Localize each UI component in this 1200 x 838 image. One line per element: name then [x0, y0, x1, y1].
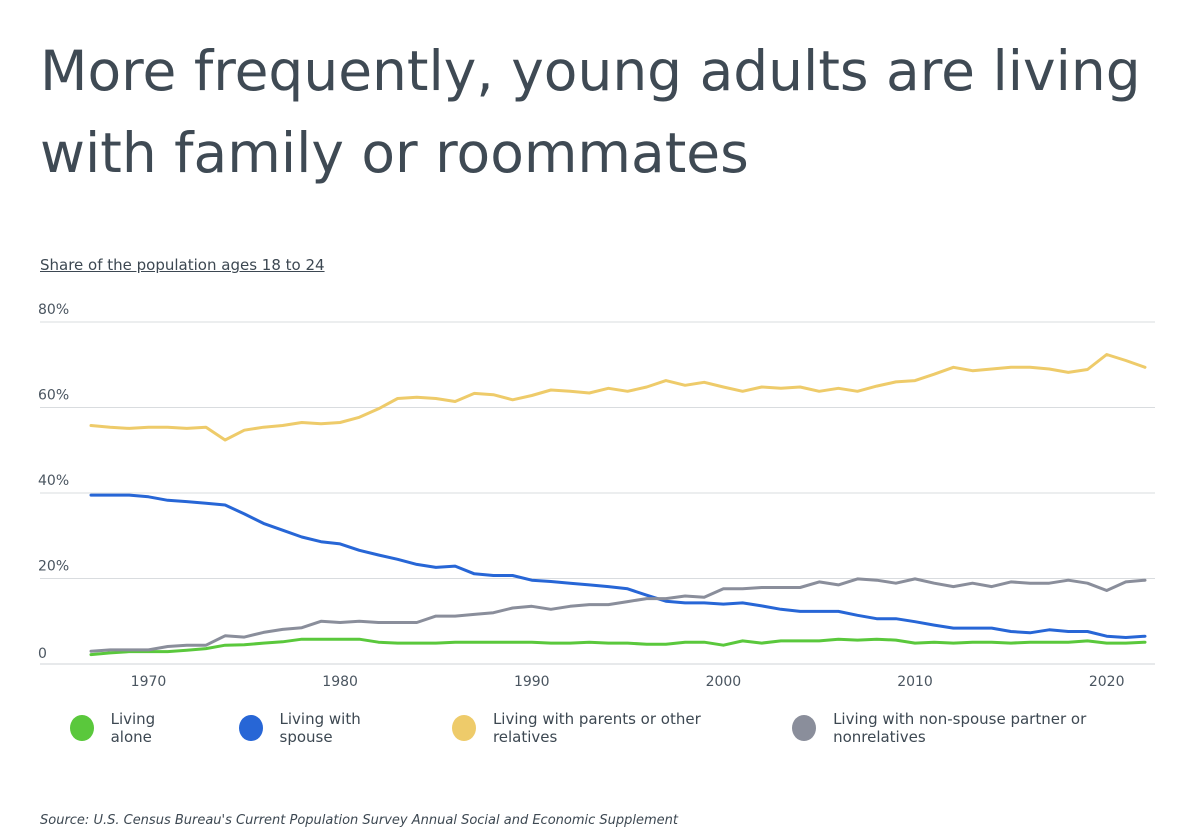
legend-item-living-with-spouse[interactable]: Living with spouse	[238, 710, 406, 746]
y-tick-label: 0	[38, 646, 47, 662]
x-tick-label: 1990	[514, 674, 550, 690]
y-tick-label: 60%	[38, 388, 69, 404]
grid-lines	[40, 321, 1155, 665]
series-line-living-with-spouse[interactable]	[89, 493, 1147, 639]
legend-swatch-living-alone	[70, 715, 94, 741]
x-tick-label: 2020	[1089, 674, 1125, 690]
x-axis-ticks: 1970 1980 1990 2000 2010 2020	[131, 674, 1125, 690]
series-line-living-alone[interactable]	[89, 637, 1147, 657]
y-axis-ticks: 0 20% 40% 60% 80%	[38, 302, 69, 662]
legend-label-living-with-parents: Living with parents or other relatives	[492, 710, 701, 746]
x-tick-label: 1970	[131, 674, 167, 690]
legend-swatch-living-with-spouse	[238, 715, 263, 741]
y-tick-label: 80%	[38, 302, 69, 318]
series-line-living-with-parents-or-other-relatives[interactable]	[89, 353, 1147, 442]
legend-swatch-living-with-nonrelatives	[792, 715, 817, 741]
x-tick-label: 2010	[897, 674, 933, 690]
y-tick-label: 40%	[38, 473, 69, 489]
source-note: Source: U.S. Census Bureau's Current Pop…	[40, 813, 679, 828]
legend-label-living-alone: Living alone	[110, 710, 156, 746]
x-tick-label: 2000	[706, 674, 742, 690]
legend-item-living-with-nonrelatives[interactable]: Living with non-spouse partner or nonrel…	[792, 710, 1154, 746]
legend: Living alone Living with spouse Living w…	[70, 710, 1200, 746]
series-line-living-with-non-spouse-partner-or-nonrelatives[interactable]	[89, 577, 1147, 653]
chart-title: More frequently, young adults are living…	[40, 39, 1141, 185]
legend-item-living-alone[interactable]: Living alone	[70, 710, 193, 746]
legend-item-living-with-parents[interactable]: Living with parents or other relatives	[452, 710, 746, 746]
legend-label-living-with-nonrelatives: Living with non-spouse partner or nonrel…	[833, 710, 1087, 746]
legend-label-living-with-spouse: Living with spouse	[279, 710, 361, 746]
x-tick-label: 1980	[322, 674, 358, 690]
y-tick-label: 20%	[38, 559, 69, 575]
line-chart: 0 20% 40% 60% 80% 1970 1980 1990 2000 2010 2020	[38, 302, 1155, 690]
legend-swatch-living-with-parents	[452, 715, 476, 741]
series-lines	[89, 353, 1147, 657]
chart-subtitle: Share of the population ages 18 to 24	[40, 256, 325, 274]
